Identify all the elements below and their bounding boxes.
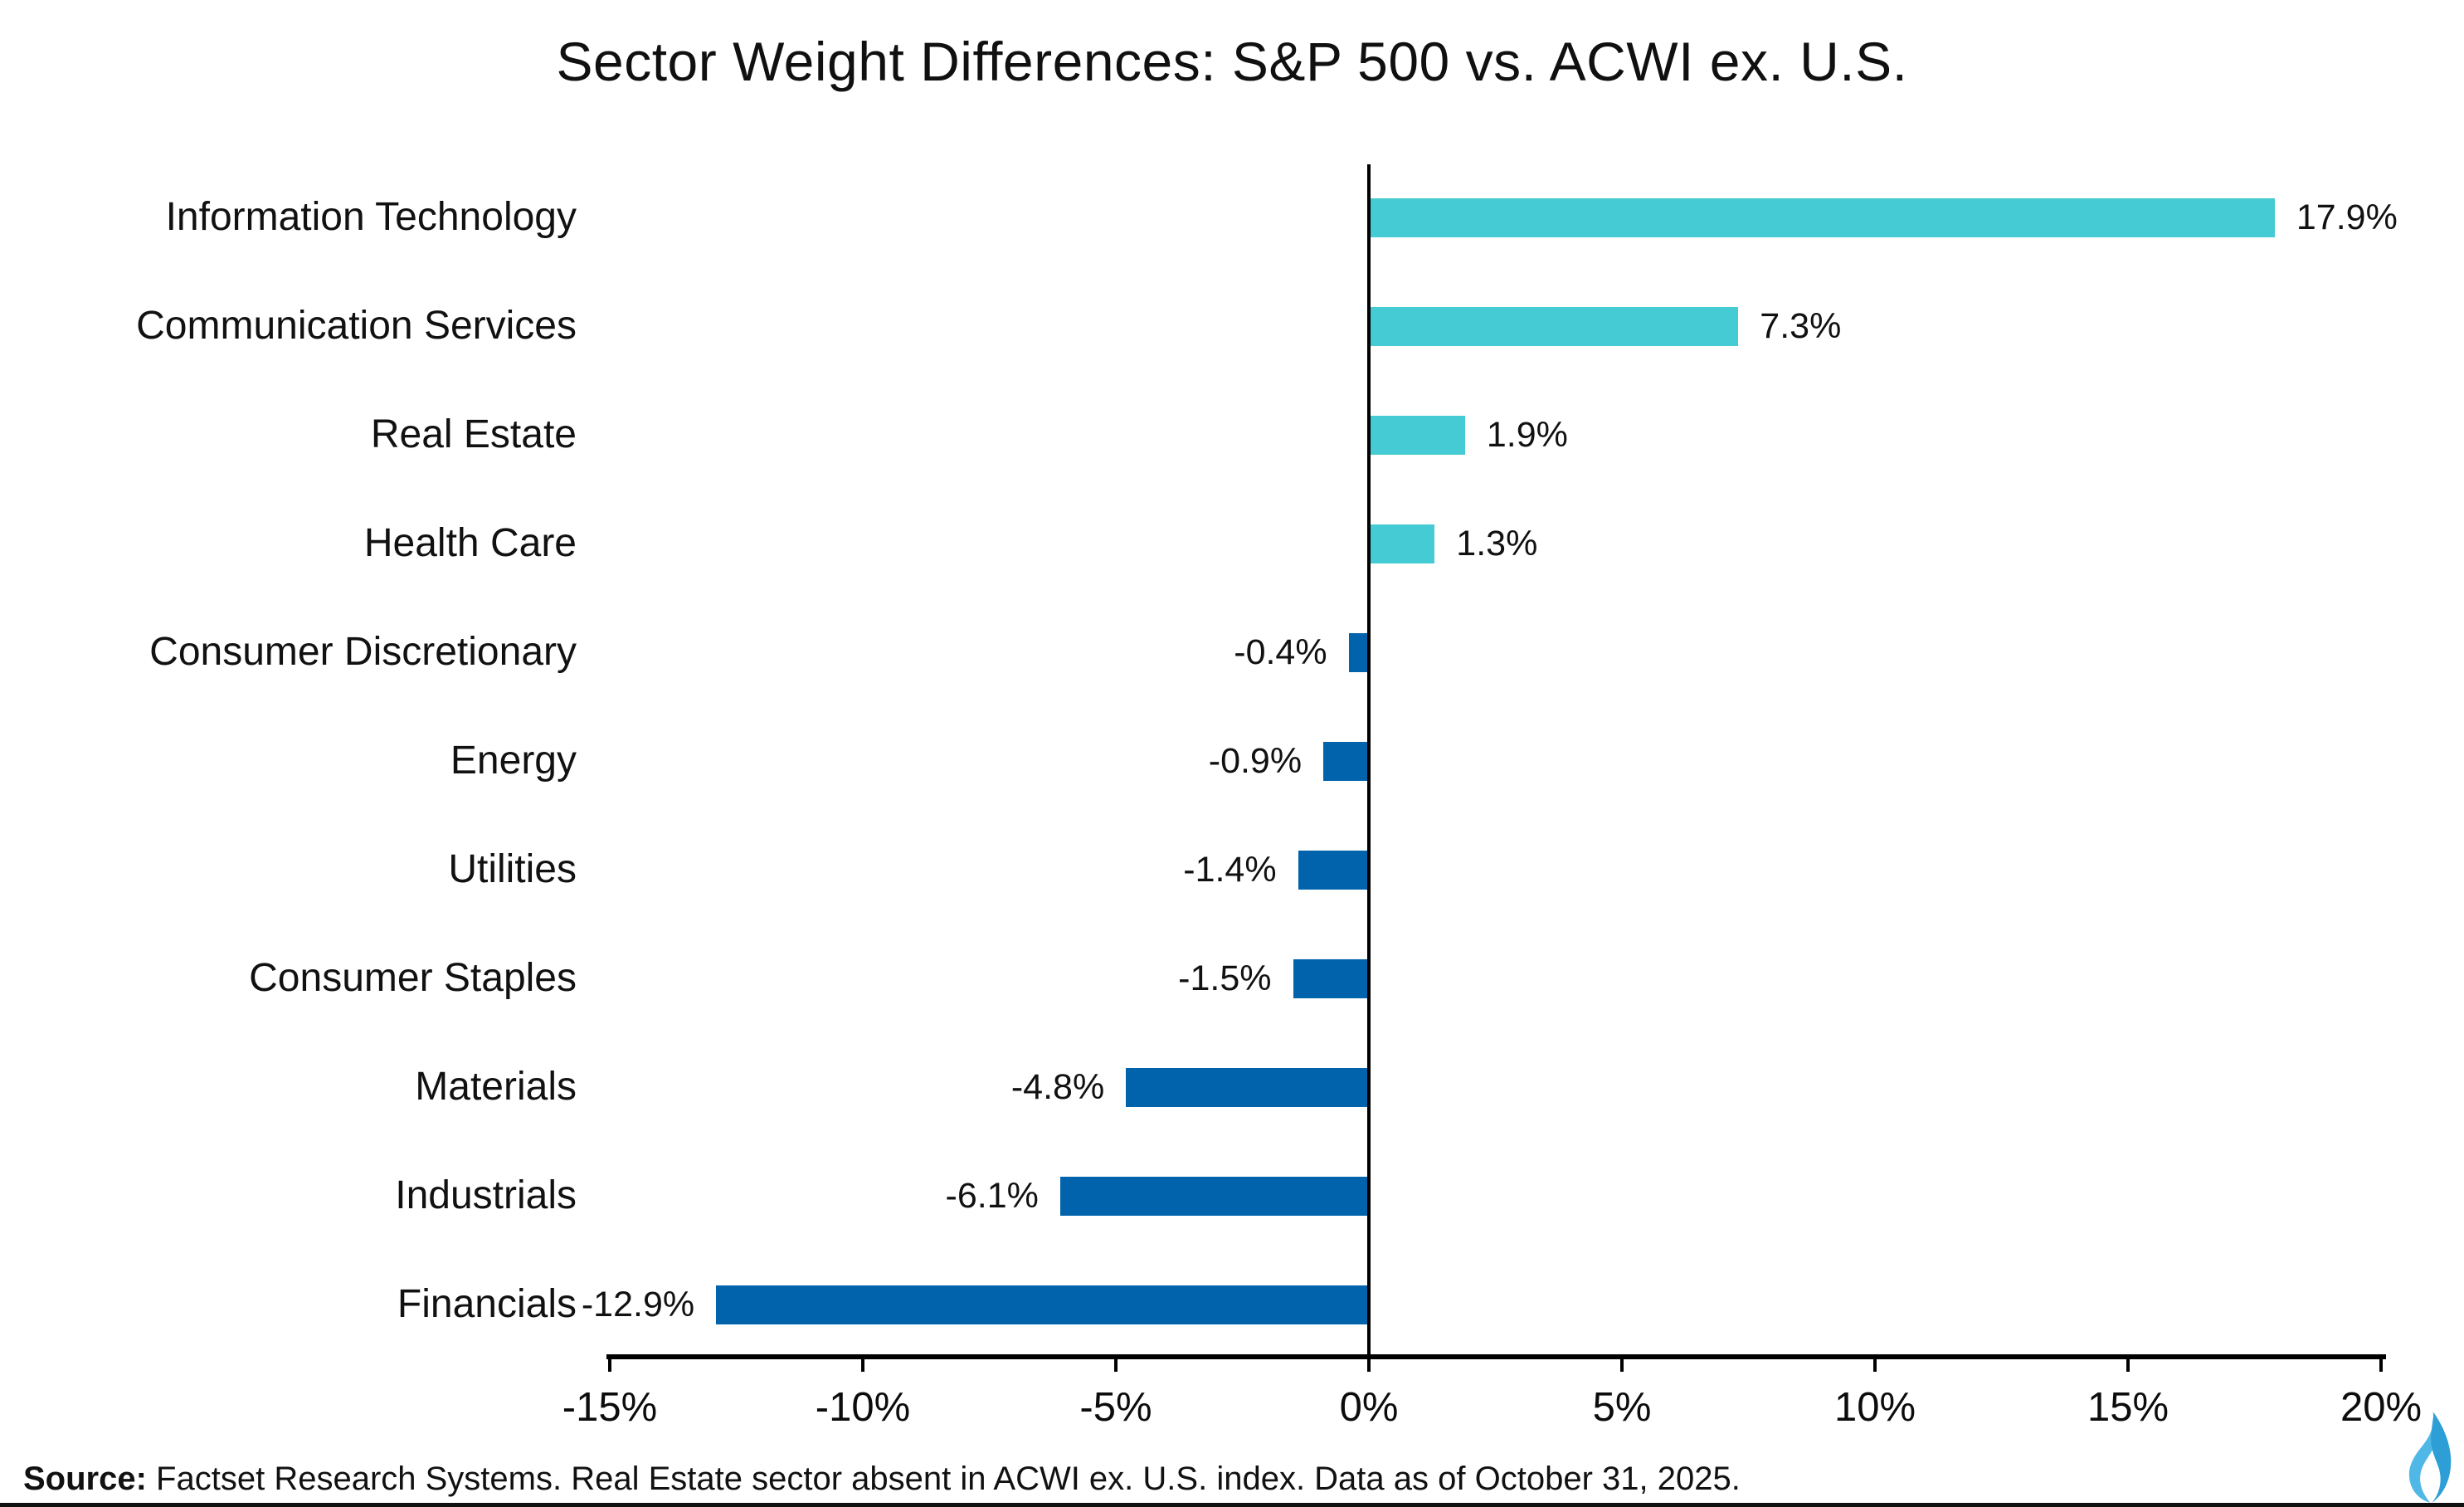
bar-positive [1369,524,1435,563]
x-tick-mark [1873,1359,1877,1372]
x-tick-label: 5% [1592,1385,1652,1430]
value-label: 17.9% [2296,198,2398,237]
x-tick-mark [1114,1359,1118,1372]
category-label: Industrials [395,1173,577,1217]
category-label: Financials [397,1282,577,1326]
value-label: -1.5% [1178,958,1272,998]
value-label: -12.9% [581,1285,695,1324]
x-tick-label: 20% [2340,1385,2423,1430]
category-label: Information Technology [165,195,577,239]
bar-negative [1059,1176,1369,1216]
x-tick-mark [1620,1359,1624,1372]
x-tick-mark [2126,1359,2130,1372]
x-tick-mark [861,1359,864,1372]
value-label: -4.8% [1010,1067,1105,1107]
value-label: -0.9% [1208,741,1303,781]
bar-negative [1298,850,1369,890]
value-label: 7.3% [1760,306,1842,346]
x-tick-label: 15% [2087,1385,2169,1430]
category-label: Communication Services [136,304,577,348]
bar-positive [1369,306,1739,346]
category-label: Consumer Discretionary [149,630,577,674]
x-tick-label: 0% [1339,1385,1399,1430]
chart-title: Sector Weight Differences: S&P 500 vs. A… [556,31,1908,92]
source-text: Factset Research Systems. Real Estate se… [146,1461,1741,1497]
x-tick-mark [1367,1359,1371,1372]
x-tick-label: -5% [1079,1385,1152,1430]
x-tick-label: 10% [1833,1385,1916,1430]
bar-negative [1323,741,1369,781]
x-tick-mark [2379,1359,2383,1372]
flame-logo-icon [2408,1411,2452,1503]
bar-positive [1369,198,2275,237]
category-label: Materials [415,1065,577,1109]
category-label: Energy [450,739,577,783]
x-tick-mark [608,1359,611,1372]
category-label: Real Estate [370,412,577,456]
x-axis-line [606,1354,2386,1359]
bar-positive [1369,415,1465,455]
value-label: 1.3% [1456,524,1538,563]
category-label: Health Care [363,521,577,565]
source-label: Source: [23,1461,147,1497]
source-line: Source: Factset Research Systems. Real E… [23,1461,1741,1498]
zero-baseline [1367,164,1371,1354]
bar-negative [1126,1067,1369,1107]
value-label: -6.1% [945,1176,1039,1216]
category-label: Utilities [448,847,577,891]
value-label: -0.4% [1234,632,1327,672]
value-label: -1.4% [1183,850,1277,890]
category-label: Consumer Staples [249,956,577,1000]
bar-negative [1348,632,1369,672]
bar-negative [716,1285,1369,1324]
bottom-border [0,1503,2464,1507]
x-tick-label: -10% [815,1385,911,1430]
x-tick-label: -15% [562,1385,658,1430]
bar-negative [1293,958,1369,998]
value-label: 1.9% [1486,415,1568,455]
